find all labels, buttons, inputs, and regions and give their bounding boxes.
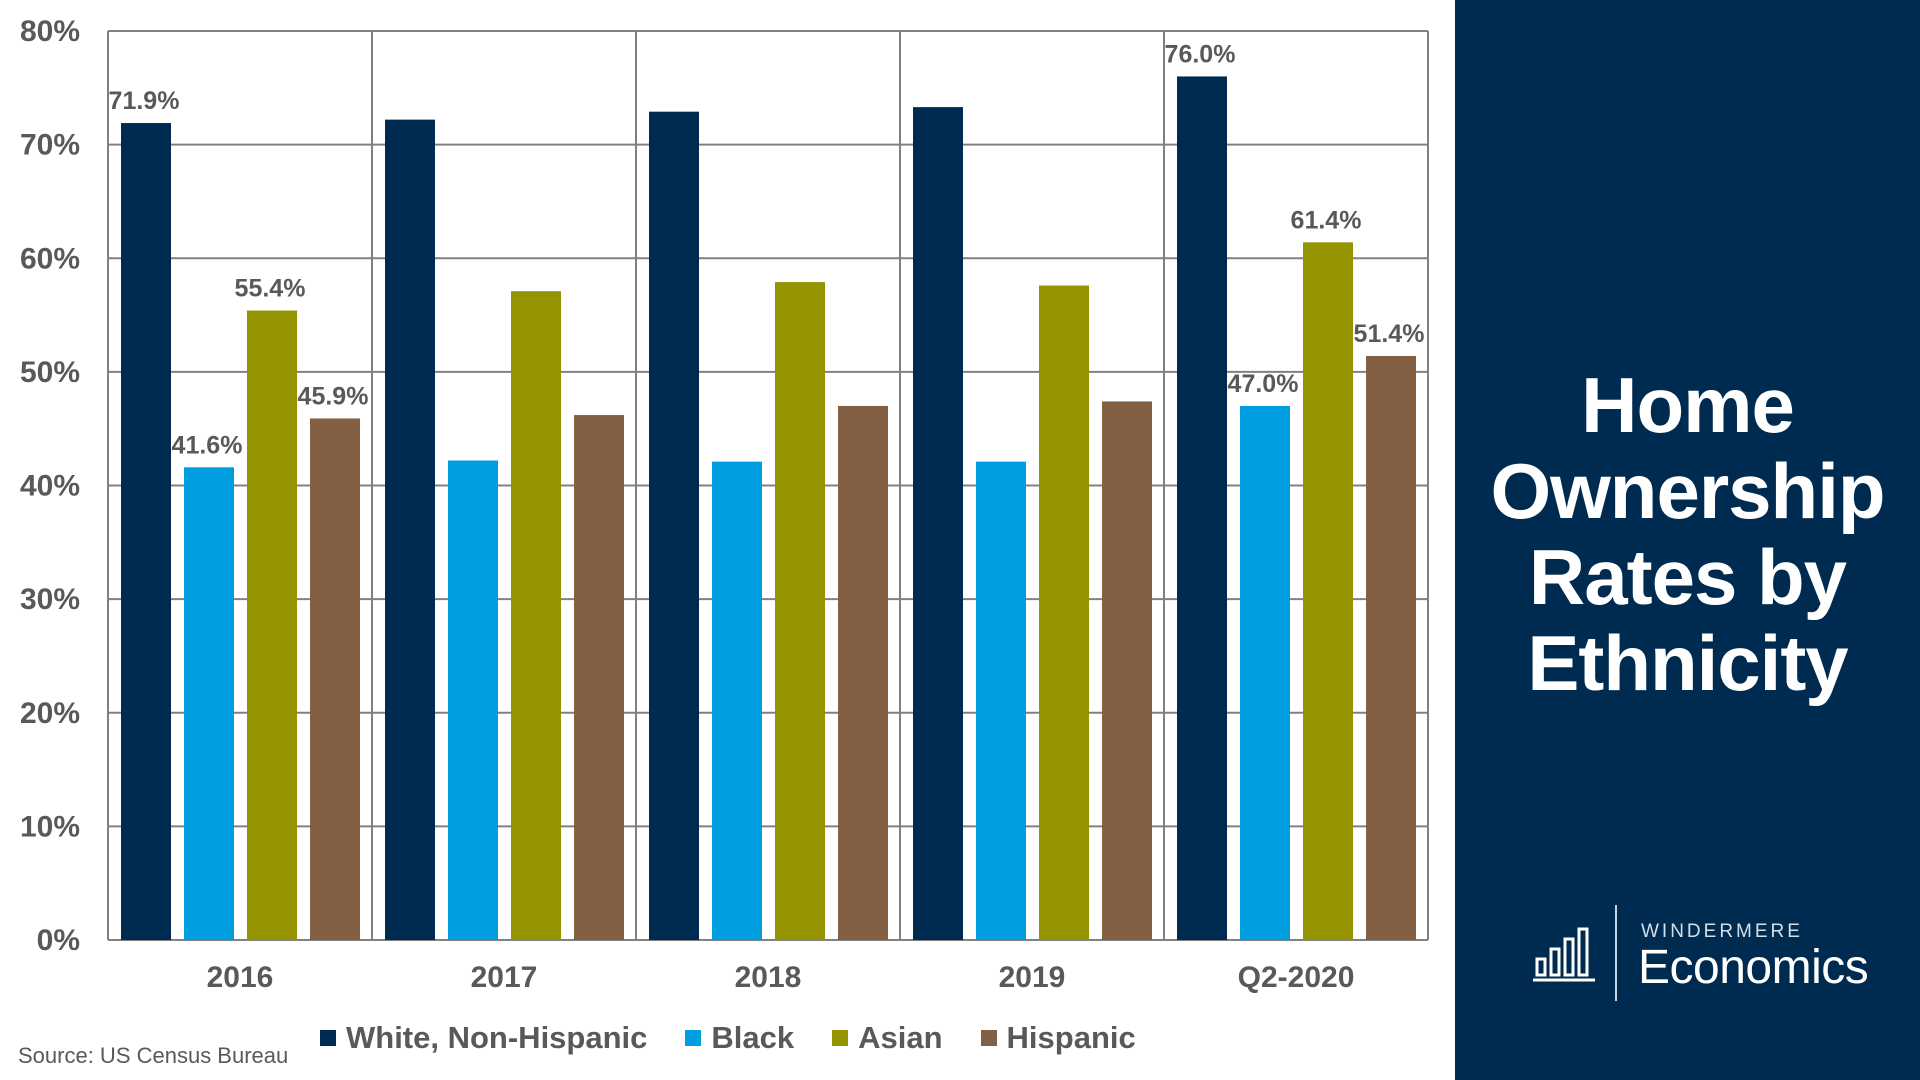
- x-tick-label: 2017: [471, 961, 538, 994]
- bar-white-non-hispanic-2019: [913, 107, 963, 940]
- legend-label: Hispanic: [1006, 1020, 1136, 1055]
- bar-white-non-hispanic-Q2-2020: [1177, 76, 1227, 940]
- y-tick-label: 20%: [20, 697, 80, 730]
- y-tick-label: 0%: [37, 924, 80, 957]
- legend-item: White, Non-Hispanic: [320, 1020, 647, 1056]
- legend-swatch: [832, 1030, 849, 1046]
- x-tick-label: 2019: [999, 961, 1066, 994]
- bar-chart-logo-icon: [1533, 927, 1595, 982]
- title-line: Ethnicity: [1527, 619, 1848, 707]
- legend-item: Hispanic: [980, 1020, 1136, 1056]
- bar-black-2016: [184, 467, 234, 940]
- legend-label: White, Non-Hispanic: [346, 1020, 648, 1055]
- y-tick-label: 80%: [20, 15, 80, 48]
- y-tick-label: 10%: [20, 810, 80, 843]
- brand-subtitle: Economics: [1638, 941, 1869, 994]
- chart-title: Home Ownership Rates by Ethnicity: [1455, 362, 1920, 706]
- bar-white-non-hispanic-2018: [649, 111, 699, 940]
- legend: White, Non-Hispanic Black Asian Hispanic: [320, 1020, 1136, 1056]
- bar-chart: 0% 10% 20% 30% 40% 50% 60% 70% 80% 71.9% 41.6% 55.4…: [20, 15, 1429, 994]
- data-label: 45.9%: [298, 382, 369, 410]
- data-label: 61.4%: [1291, 206, 1362, 234]
- title-panel: Home Ownership Rates by Ethnicity WINDER…: [1455, 0, 1920, 1080]
- bar-hispanic-2019: [1102, 401, 1152, 941]
- bar-black-2017: [448, 460, 498, 940]
- bar-black-Q2-2020: [1240, 405, 1290, 940]
- bar-white-non-hispanic-2016: [121, 123, 171, 940]
- bar-hispanic-Q2-2020: [1366, 355, 1416, 940]
- title-line: Rates by: [1528, 533, 1847, 621]
- bar-asian-Q2-2020: [1303, 242, 1353, 940]
- legend-item: Asian: [832, 1020, 943, 1056]
- y-tick-label: 60%: [20, 242, 80, 275]
- y-tick-label: 40%: [20, 470, 80, 503]
- bar-asian-2019: [1039, 285, 1089, 940]
- bar-black-2019: [976, 461, 1026, 940]
- y-tick-label: 50%: [20, 356, 80, 389]
- data-label: 47.0%: [1228, 370, 1299, 398]
- bar-asian-2018: [775, 282, 825, 941]
- title-line: Ownership: [1490, 447, 1885, 535]
- x-tick-label: Q2-2020: [1238, 961, 1355, 994]
- data-label: 55.4%: [235, 275, 306, 303]
- source-note: Source: US Census Bureau: [18, 1043, 289, 1068]
- legend-label: Black: [711, 1020, 795, 1055]
- y-tick-label: 70%: [20, 129, 80, 162]
- y-tick-label: 30%: [20, 583, 80, 616]
- data-label: 76.0%: [1165, 40, 1236, 68]
- legend-label: Asian: [858, 1020, 943, 1055]
- legend-swatch: [685, 1030, 702, 1046]
- bar-hispanic-2016: [310, 418, 360, 940]
- logo-divider: [1615, 905, 1617, 1001]
- legend-swatch: [320, 1030, 336, 1046]
- bar-white-non-hispanic-2017: [385, 119, 435, 940]
- data-label: 71.9%: [109, 87, 180, 115]
- x-tick-label: 2018: [735, 961, 802, 994]
- x-tick-label: 2016: [207, 961, 274, 994]
- bar-asian-2017: [511, 291, 561, 940]
- bar-asian-2016: [247, 310, 297, 941]
- brand-name: WINDERMERE: [1641, 921, 1803, 942]
- bar-black-2018: [712, 461, 762, 940]
- bar-hispanic-2018: [838, 405, 888, 940]
- data-label: 51.4%: [1354, 320, 1425, 348]
- bar-hispanic-2017: [574, 415, 624, 940]
- data-label: 41.6%: [172, 431, 243, 459]
- legend-item: Black: [685, 1020, 794, 1056]
- legend-swatch: [980, 1030, 997, 1046]
- title-line: Home: [1581, 361, 1795, 449]
